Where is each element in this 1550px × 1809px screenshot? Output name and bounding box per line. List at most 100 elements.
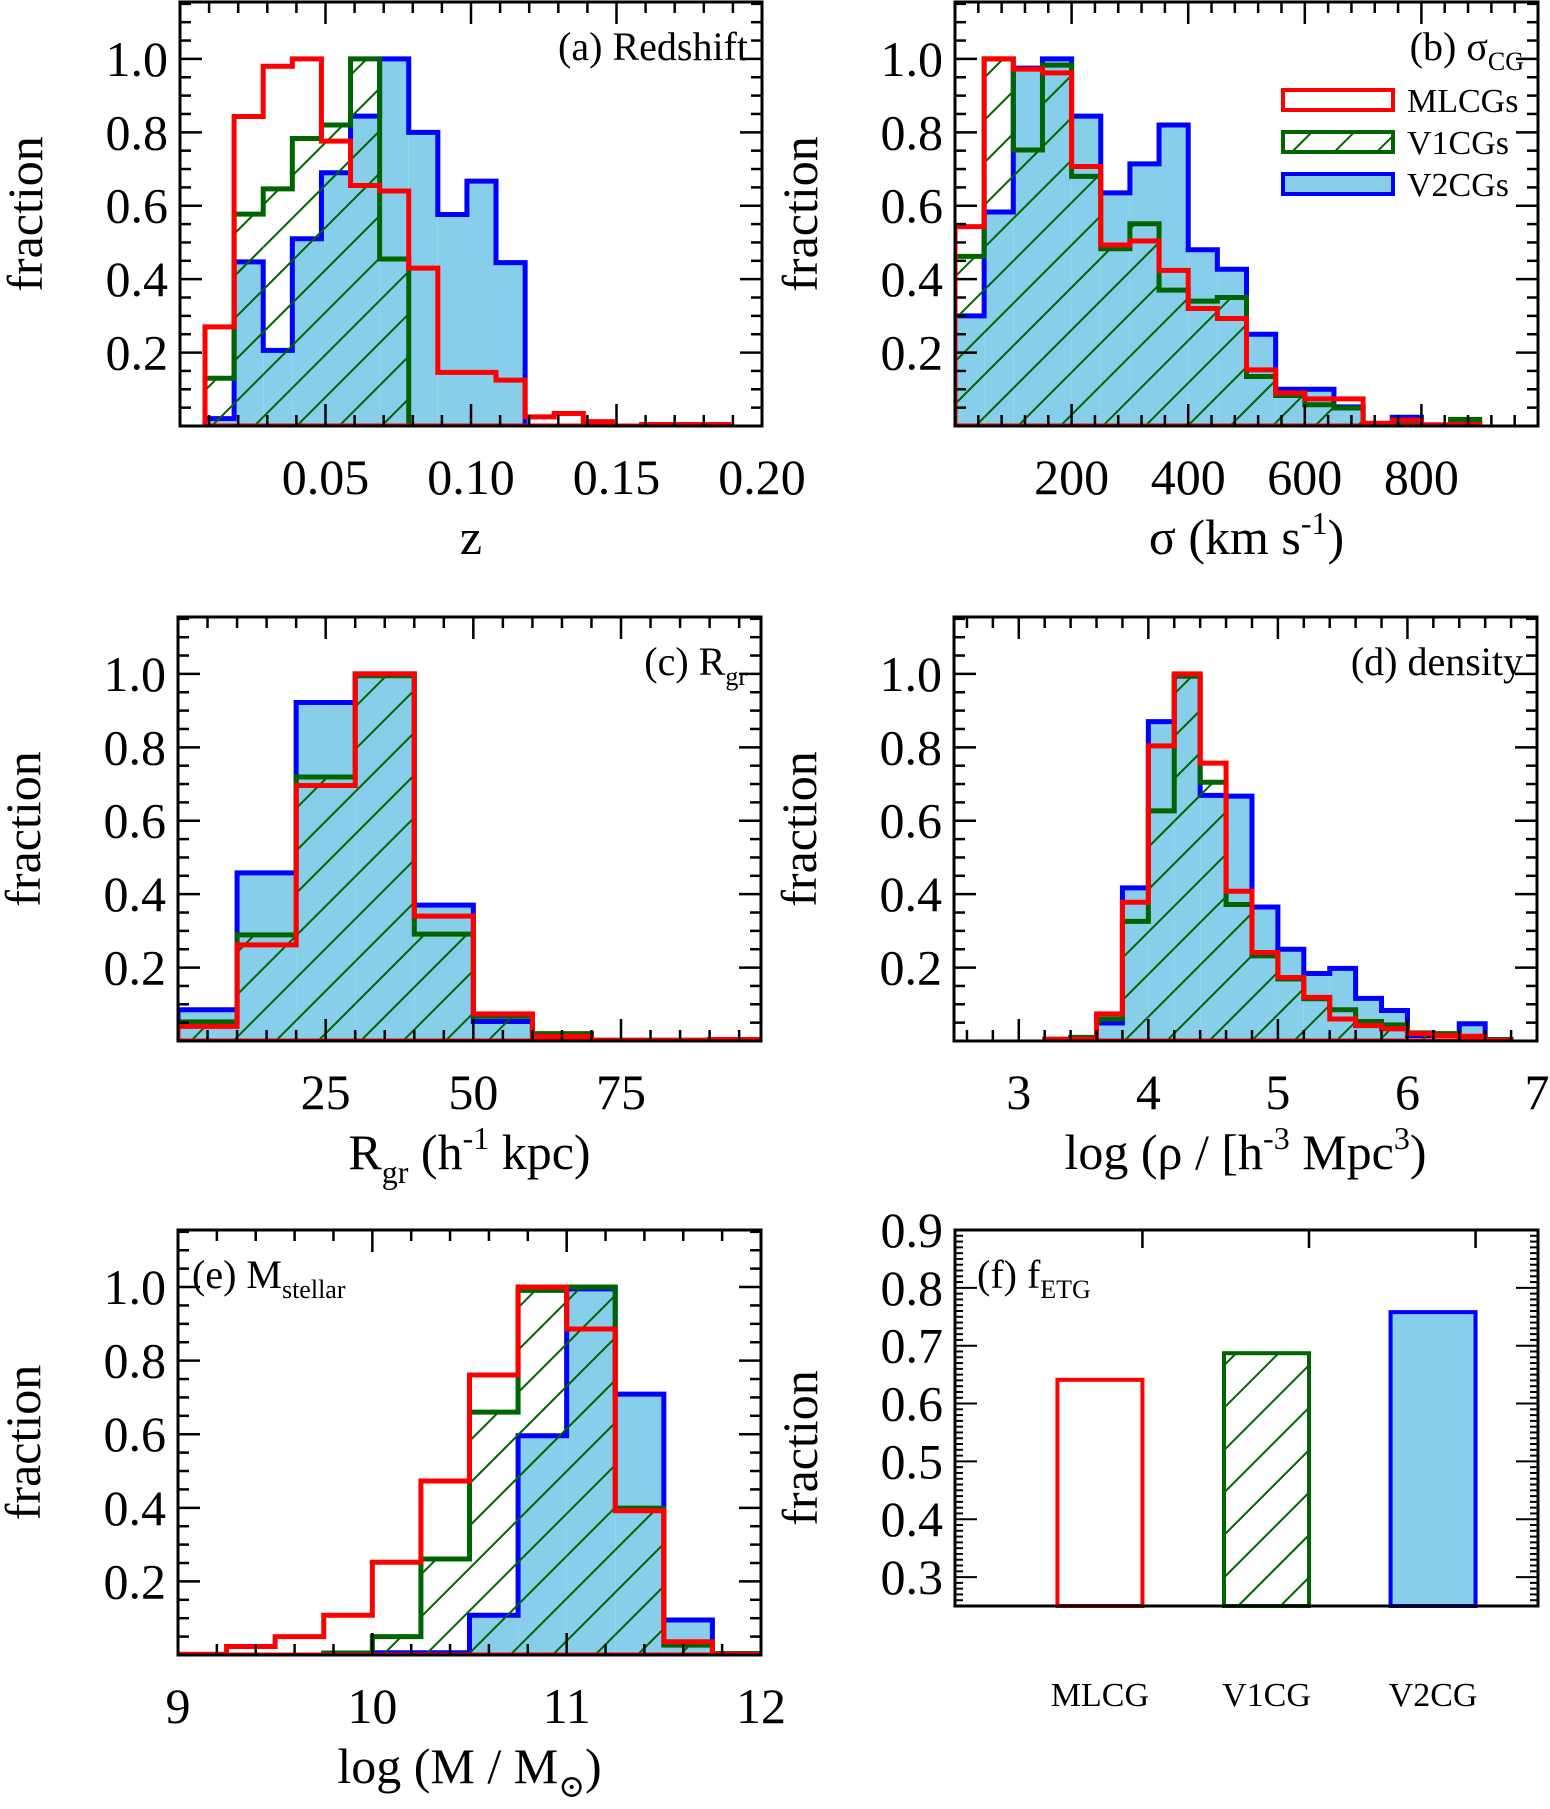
hist-bar-v2cg bbox=[496, 262, 526, 426]
panel-b-sigma: 0.2 0.4 0.6 0.8 1.0 200 400 600 800 σ (km s-1) fra… bbox=[772, 0, 1540, 565]
legend-swatch-v2cg bbox=[1281, 172, 1395, 196]
y-tick-label: 1.0 bbox=[104, 1259, 167, 1315]
y-tick-label: 0.6 bbox=[104, 1406, 167, 1462]
y-axis-title: fraction bbox=[771, 751, 827, 906]
hist-outline-mlcg bbox=[1042, 671, 1514, 1041]
x-axis: 25 50 75 bbox=[176, 617, 741, 1120]
panel-title-main: (b) σ bbox=[1410, 24, 1488, 69]
x-tick-label: 5 bbox=[1265, 1064, 1290, 1120]
hist-bar-v1cg bbox=[469, 1412, 519, 1655]
y-tick-label: 0.2 bbox=[881, 325, 944, 381]
series-v1cg bbox=[202, 56, 729, 426]
series-mlcg bbox=[1042, 671, 1514, 1041]
y-tick-label: 0.8 bbox=[104, 1333, 167, 1389]
axes-frame bbox=[953, 1228, 1540, 1608]
bar-v1cg bbox=[1222, 1351, 1311, 1608]
y-axis: 0.30.40.50.60.70.80.9 bbox=[881, 1202, 1538, 1605]
legend-label-mlcg: MLCGs bbox=[1407, 83, 1518, 120]
category-label-v2cg: V2CG bbox=[1389, 1677, 1478, 1714]
y-axis: 0.2 0.4 0.6 0.8 1.0 bbox=[106, 2, 762, 409]
x-axis-title-sub: gr bbox=[382, 1154, 409, 1190]
panel-f-fetg: MLCG V1CG V2CG 0.30.40.50.60.70.80.9 fractio… bbox=[772, 1202, 1540, 1714]
x-tick-label: 9 bbox=[166, 1678, 191, 1734]
x-axis-title-sub: ⊙ bbox=[558, 1768, 585, 1804]
plot-area bbox=[178, 1284, 761, 1655]
x-axis-title-end: ) bbox=[1327, 509, 1344, 565]
bar-v2cg bbox=[1388, 1310, 1478, 1608]
x-tick-label: 12 bbox=[736, 1678, 786, 1734]
hist-outline-mlcg bbox=[178, 1284, 761, 1655]
x-tick-label: 75 bbox=[596, 1064, 646, 1120]
hist-bar-v1cg bbox=[350, 58, 380, 426]
y-axis: 0.2 0.4 0.6 0.8 1.0 bbox=[880, 617, 1537, 1024]
x-tick-label: 0.15 bbox=[573, 449, 661, 505]
x-tick-label: 4 bbox=[1136, 1064, 1161, 1120]
y-tick-label: 0.3 bbox=[881, 1549, 944, 1605]
hist-bar-mlcg bbox=[324, 1615, 373, 1655]
hist-bar-v1cg bbox=[955, 256, 985, 426]
axes-frame bbox=[176, 1228, 763, 1657]
hist-bar-v1cg bbox=[1333, 408, 1364, 426]
x-axis-title: log (M / M⊙) bbox=[337, 1738, 601, 1804]
hist-bar-v1cg bbox=[414, 934, 474, 1041]
panel-title: (b) σCG bbox=[1410, 24, 1524, 76]
hist-bar-v1cg bbox=[321, 124, 351, 426]
y-axis-title: fraction bbox=[772, 1370, 828, 1525]
category-label-mlcg: MLCG bbox=[1051, 1677, 1149, 1714]
x-axis-title-end: ) bbox=[1410, 1124, 1427, 1180]
x-axis-title-main: log (ρ / [h bbox=[1064, 1124, 1263, 1180]
hist-bar-v1cg bbox=[663, 1645, 713, 1655]
hist-bar-v2cg bbox=[408, 132, 438, 426]
x-axis-title-main: z bbox=[460, 509, 482, 565]
y-tick-label: 0.6 bbox=[880, 793, 943, 849]
hist-bar-v1cg bbox=[1013, 149, 1043, 426]
y-tick-label: 0.4 bbox=[880, 866, 943, 922]
hist-bar-v1cg bbox=[1148, 810, 1175, 1041]
y-axis: 0.2 0.4 0.6 0.8 1.0 bbox=[881, 2, 1538, 409]
hist-bar-v1cg bbox=[1329, 1009, 1356, 1041]
y-tick-label: 0.8 bbox=[106, 104, 169, 160]
legend-label-v1cg: V1CGs bbox=[1407, 125, 1509, 162]
y-tick-label: 0.8 bbox=[880, 719, 943, 775]
hist-bar-v2cg bbox=[437, 214, 467, 426]
y-tick-label: 0.4 bbox=[104, 866, 167, 922]
panel-title-main: (f) f bbox=[977, 1252, 1041, 1297]
panel-title-main: (d) density bbox=[1351, 639, 1523, 684]
hist-bar-v1cg bbox=[1275, 395, 1305, 426]
y-tick-label: 0.8 bbox=[881, 104, 944, 160]
panel-title-main: (a) Redshift bbox=[558, 24, 748, 69]
hist-bar-v1cg bbox=[1122, 921, 1149, 1041]
x-axis-title-end: ) bbox=[585, 1738, 602, 1794]
y-tick-label: 0.8 bbox=[881, 1260, 944, 1316]
hist-bar-v1cg bbox=[1042, 65, 1072, 426]
x-tick-label: 10 bbox=[347, 1678, 397, 1734]
legend-swatch-mlcg bbox=[1281, 88, 1395, 112]
legend-label-v2cg: V2CGs bbox=[1407, 167, 1509, 204]
y-axis-title: fraction bbox=[772, 136, 828, 291]
hist-bar-v1cg bbox=[1100, 248, 1130, 426]
panel-a-redshift: 0.2 0.4 0.6 0.8 1.0 0.05 0.10 0.15 0.20 z fraction… bbox=[0, 0, 806, 565]
x-axis-title-main: R bbox=[348, 1124, 382, 1180]
panel-title: (a) Redshift bbox=[558, 24, 748, 69]
hist-outline-v2cg bbox=[178, 671, 761, 1041]
hist-bar-v1cg bbox=[355, 675, 415, 1041]
y-tick-label: 0.6 bbox=[106, 178, 169, 234]
hist-bar-v1cg bbox=[1129, 223, 1160, 426]
hist-bar-v1cg bbox=[420, 1558, 470, 1655]
x-tick-label: 600 bbox=[1267, 449, 1342, 505]
hist-bar-v1cg bbox=[379, 258, 409, 426]
y-tick-label: 0.2 bbox=[104, 1553, 167, 1609]
plot-area bbox=[1042, 671, 1514, 1041]
hist-bar-v1cg bbox=[1071, 176, 1101, 426]
panel-title: (c) Rgr bbox=[644, 639, 747, 691]
x-axis-title: σ (km s-1) bbox=[1149, 505, 1344, 565]
x-axis-title-sup: -3 bbox=[1263, 1120, 1290, 1156]
hist-bar-v1cg bbox=[1174, 676, 1201, 1041]
x-tick-label: 6 bbox=[1395, 1064, 1420, 1120]
hist-bar-v1cg bbox=[234, 214, 264, 426]
hist-bar-v1cg bbox=[1096, 1018, 1123, 1041]
hist-bar-v1cg bbox=[296, 777, 356, 1041]
y-tick-label: 0.9 bbox=[881, 1202, 944, 1258]
